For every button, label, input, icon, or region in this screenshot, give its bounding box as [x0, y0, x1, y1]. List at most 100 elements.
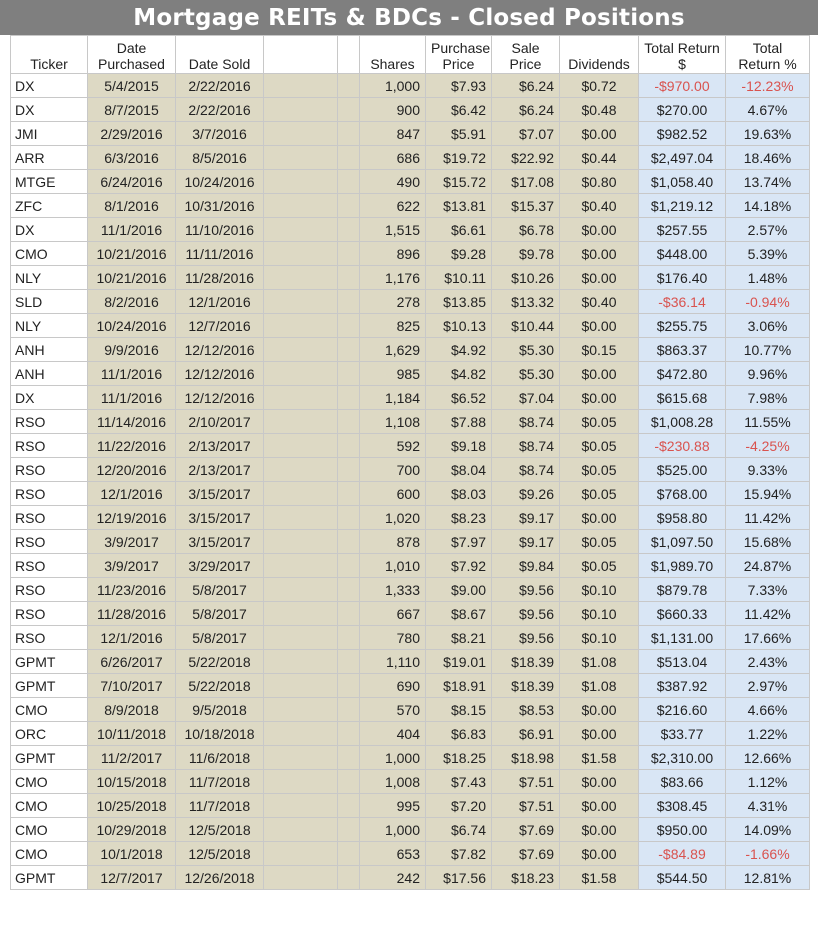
cell-date-purchased[interactable]: 6/26/2017: [87, 649, 176, 674]
cell-purchase-price[interactable]: $18.91: [425, 673, 492, 698]
cell-sale-price[interactable]: $10.26: [491, 265, 560, 290]
cell-purchase-price[interactable]: $19.01: [425, 649, 492, 674]
cell-purchase-price[interactable]: $6.52: [425, 385, 492, 410]
cell-dividends[interactable]: $0.00: [559, 841, 639, 866]
cell-blank-1[interactable]: [263, 97, 338, 122]
cell-blank-1[interactable]: [263, 361, 338, 386]
cell-date-sold[interactable]: 10/18/2018: [175, 721, 264, 746]
cell-ticker[interactable]: CMO: [10, 769, 88, 794]
cell-blank-2[interactable]: [337, 385, 360, 410]
cell-date-purchased[interactable]: 10/29/2018: [87, 817, 176, 842]
cell-blank-2[interactable]: [337, 361, 360, 386]
cell-return-pct[interactable]: 12.81%: [725, 865, 810, 890]
cell-blank-2[interactable]: [337, 601, 360, 626]
cell-dividends[interactable]: $1.58: [559, 865, 639, 890]
cell-blank-1[interactable]: [263, 385, 338, 410]
cell-blank-2[interactable]: [337, 841, 360, 866]
cell-blank-1[interactable]: [263, 409, 338, 434]
cell-purchase-price[interactable]: $7.97: [425, 529, 492, 554]
cell-blank-2[interactable]: [337, 721, 360, 746]
cell-shares[interactable]: 1,110: [359, 649, 426, 674]
cell-shares[interactable]: 653: [359, 841, 426, 866]
cell-date-purchased[interactable]: 9/9/2016: [87, 337, 176, 362]
cell-total-return[interactable]: $879.78: [638, 577, 726, 602]
header-total-return-pct[interactable]: Total Return %: [725, 35, 810, 74]
cell-blank-1[interactable]: [263, 745, 338, 770]
cell-total-return[interactable]: $768.00: [638, 481, 726, 506]
cell-sale-price[interactable]: $7.04: [491, 385, 560, 410]
cell-purchase-price[interactable]: $13.81: [425, 193, 492, 218]
cell-blank-2[interactable]: [337, 481, 360, 506]
cell-date-sold[interactable]: 2/13/2017: [175, 457, 264, 482]
cell-return-pct[interactable]: 4.31%: [725, 793, 810, 818]
cell-dividends[interactable]: $0.00: [559, 505, 639, 530]
cell-ticker[interactable]: DX: [10, 385, 88, 410]
cell-shares[interactable]: 825: [359, 313, 426, 338]
cell-blank-1[interactable]: [263, 793, 338, 818]
cell-shares[interactable]: 700: [359, 457, 426, 482]
cell-dividends[interactable]: $0.44: [559, 145, 639, 170]
cell-date-purchased[interactable]: 8/2/2016: [87, 289, 176, 314]
cell-shares[interactable]: 622: [359, 193, 426, 218]
cell-blank-1[interactable]: [263, 577, 338, 602]
cell-date-sold[interactable]: 12/1/2016: [175, 289, 264, 314]
cell-date-purchased[interactable]: 10/11/2018: [87, 721, 176, 746]
cell-dividends[interactable]: $1.58: [559, 745, 639, 770]
cell-return-pct[interactable]: 1.22%: [725, 721, 810, 746]
cell-date-sold[interactable]: 11/11/2016: [175, 241, 264, 266]
cell-dividends[interactable]: $0.10: [559, 577, 639, 602]
cell-return-pct[interactable]: 2.57%: [725, 217, 810, 242]
cell-date-sold[interactable]: 9/5/2018: [175, 697, 264, 722]
cell-dividends[interactable]: $0.05: [559, 457, 639, 482]
cell-total-return[interactable]: $472.80: [638, 361, 726, 386]
cell-shares[interactable]: 592: [359, 433, 426, 458]
cell-sale-price[interactable]: $9.78: [491, 241, 560, 266]
cell-sale-price[interactable]: $13.32: [491, 289, 560, 314]
cell-dividends[interactable]: $0.05: [559, 481, 639, 506]
cell-date-sold[interactable]: 12/5/2018: [175, 817, 264, 842]
cell-sale-price[interactable]: $18.98: [491, 745, 560, 770]
cell-blank-2[interactable]: [337, 457, 360, 482]
cell-date-purchased[interactable]: 3/9/2017: [87, 529, 176, 554]
cell-shares[interactable]: 1,008: [359, 769, 426, 794]
cell-shares[interactable]: 878: [359, 529, 426, 554]
cell-ticker[interactable]: RSO: [10, 505, 88, 530]
cell-total-return[interactable]: $525.00: [638, 457, 726, 482]
cell-shares[interactable]: 780: [359, 625, 426, 650]
cell-date-purchased[interactable]: 2/29/2016: [87, 121, 176, 146]
cell-total-return[interactable]: -$36.14: [638, 289, 726, 314]
cell-total-return[interactable]: $255.75: [638, 313, 726, 338]
cell-date-sold[interactable]: 3/15/2017: [175, 505, 264, 530]
cell-return-pct[interactable]: -1.66%: [725, 841, 810, 866]
cell-dividends[interactable]: $0.05: [559, 433, 639, 458]
cell-blank-1[interactable]: [263, 73, 338, 98]
cell-date-sold[interactable]: 12/12/2016: [175, 361, 264, 386]
cell-purchase-price[interactable]: $8.23: [425, 505, 492, 530]
cell-purchase-price[interactable]: $7.88: [425, 409, 492, 434]
cell-purchase-price[interactable]: $15.72: [425, 169, 492, 194]
cell-date-purchased[interactable]: 10/1/2018: [87, 841, 176, 866]
cell-ticker[interactable]: CMO: [10, 793, 88, 818]
cell-blank-1[interactable]: [263, 625, 338, 650]
cell-purchase-price[interactable]: $7.92: [425, 553, 492, 578]
cell-date-sold[interactable]: 12/26/2018: [175, 865, 264, 890]
cell-dividends[interactable]: $0.10: [559, 625, 639, 650]
cell-sale-price[interactable]: $9.56: [491, 577, 560, 602]
cell-blank-1[interactable]: [263, 553, 338, 578]
cell-purchase-price[interactable]: $8.04: [425, 457, 492, 482]
cell-blank-1[interactable]: [263, 289, 338, 314]
header-purchase-price[interactable]: Purchase Price: [425, 35, 492, 74]
header-dividends[interactable]: Dividends: [559, 35, 639, 74]
cell-return-pct[interactable]: 7.98%: [725, 385, 810, 410]
cell-purchase-price[interactable]: $8.67: [425, 601, 492, 626]
cell-sale-price[interactable]: $9.56: [491, 601, 560, 626]
cell-shares[interactable]: 1,333: [359, 577, 426, 602]
cell-ticker[interactable]: RSO: [10, 457, 88, 482]
cell-date-sold[interactable]: 8/5/2016: [175, 145, 264, 170]
cell-ticker[interactable]: RSO: [10, 577, 88, 602]
cell-return-pct[interactable]: 1.12%: [725, 769, 810, 794]
cell-return-pct[interactable]: 2.97%: [725, 673, 810, 698]
cell-date-sold[interactable]: 2/13/2017: [175, 433, 264, 458]
cell-date-purchased[interactable]: 10/25/2018: [87, 793, 176, 818]
cell-purchase-price[interactable]: $19.72: [425, 145, 492, 170]
